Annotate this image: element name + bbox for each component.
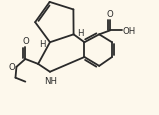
Text: O: O [9,63,15,72]
Text: H: H [78,29,84,37]
Text: NH: NH [44,76,57,85]
Text: O: O [23,37,30,46]
Text: H: H [39,39,46,48]
Text: OH: OH [123,27,136,36]
Text: O: O [107,10,113,18]
